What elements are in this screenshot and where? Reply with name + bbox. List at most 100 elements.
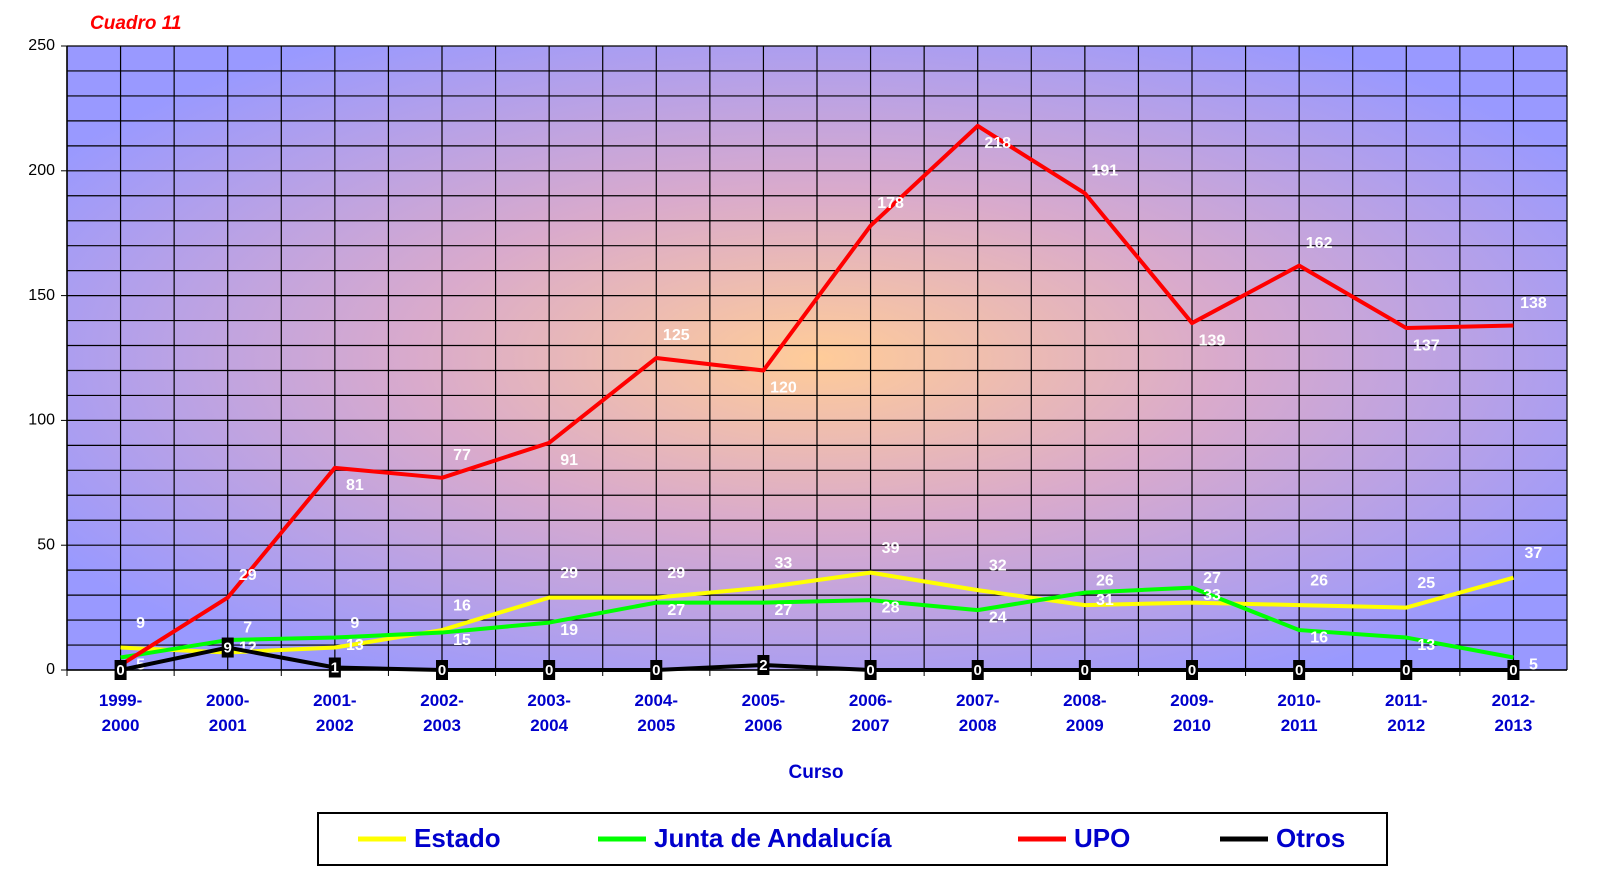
x-tick-label: 2010-2011 (1277, 691, 1321, 735)
series-line (120, 585, 1514, 660)
x-tick-label: 2012-2013 (1491, 691, 1536, 735)
value-label: 24 (989, 609, 1007, 626)
value-label: 27 (667, 602, 685, 619)
value-label-box (1186, 660, 1198, 680)
value-label: 5 (1529, 657, 1538, 674)
value-label: 31 (1096, 592, 1114, 609)
value-label-box (436, 660, 448, 680)
value-label: 29 (239, 567, 257, 584)
value-label: 32 (989, 557, 1007, 574)
value-label: 81 (346, 477, 364, 494)
value-label: 0 (116, 662, 124, 679)
value-label: 0 (438, 662, 446, 679)
value-label: 0 (1081, 662, 1089, 679)
value-label: 0 (1188, 662, 1196, 679)
value-label-box (1078, 660, 1091, 680)
value-label: 13 (346, 637, 364, 654)
value-label: 15 (453, 632, 471, 649)
value-label-box (543, 660, 556, 680)
value-label-box (1507, 660, 1520, 680)
x-tick-label: 2011-2012 (1385, 691, 1428, 735)
value-label: 9 (224, 640, 232, 657)
value-label: 0 (545, 662, 553, 679)
value-label-box (757, 655, 770, 676)
value-label: 1 (331, 659, 339, 676)
x-tick-label: 2009-2010 (1170, 691, 1214, 735)
legend-label: UPO (1074, 823, 1130, 853)
value-label: 29 (667, 565, 685, 582)
value-label: 27 (775, 602, 793, 619)
series-line (120, 645, 1514, 672)
value-label: 0 (866, 662, 874, 679)
x-tick-label: 2003-2004 (527, 691, 571, 735)
value-label: 137 (1413, 337, 1440, 354)
value-label: 37 (1525, 545, 1543, 562)
value-label: 33 (1203, 587, 1221, 604)
series-line (119, 123, 1514, 667)
value-label-box (1400, 660, 1413, 680)
value-label: 25 (1417, 575, 1435, 592)
x-tick-label: 2006-2007 (848, 691, 893, 735)
y-tick-label: 250 (28, 37, 55, 54)
value-label: 139 (1199, 332, 1226, 349)
value-label: 16 (453, 597, 471, 614)
x-tick-label: 2001-2002 (313, 691, 357, 735)
x-tick-label: 2000-2001 (205, 691, 250, 735)
y-tick-label: 0 (46, 661, 55, 678)
value-label: 39 (882, 540, 900, 557)
legend-label: Junta de Andalucía (654, 823, 892, 853)
x-tick-label: 2002-2003 (420, 691, 464, 735)
value-label: 0 (652, 662, 660, 679)
value-label: 0 (1295, 662, 1303, 679)
legend-box (317, 812, 1388, 866)
value-label: 2 (136, 674, 145, 691)
value-label: 27 (1203, 570, 1221, 587)
value-label: 125 (663, 327, 690, 344)
value-label: 7 (243, 620, 252, 637)
value-label: 28 (882, 599, 900, 616)
value-label: 191 (1092, 162, 1119, 179)
value-label: 26 (1096, 572, 1114, 589)
y-tick-label: 100 (28, 412, 55, 429)
y-tick-label: 150 (28, 287, 55, 304)
x-tick-label: 2008-2009 (1063, 691, 1107, 735)
x-tick-label: 2007-2008 (955, 691, 1000, 735)
x-tick-label: 2005-2006 (741, 691, 786, 735)
value-label: 77 (453, 447, 471, 464)
value-label-box (328, 657, 341, 678)
value-label: 2 (759, 657, 767, 674)
value-label: 178 (877, 195, 904, 212)
x-axis-label: Curso (789, 762, 844, 783)
value-label-box (114, 660, 127, 680)
value-label: 0 (974, 662, 982, 679)
value-label: 33 (775, 555, 793, 572)
value-label-box (971, 660, 984, 680)
value-label: 19 (560, 622, 578, 639)
x-tick-label: 2004-2005 (634, 691, 679, 735)
value-label-box (650, 660, 663, 680)
y-tick-label: 50 (37, 536, 55, 553)
value-label: 9 (136, 615, 145, 632)
value-label: 162 (1306, 235, 1333, 252)
value-label-box (1293, 660, 1306, 680)
value-label-box (221, 637, 234, 658)
legend-label: Estado (414, 823, 501, 853)
x-tick-label: 1999-2000 (98, 691, 143, 735)
value-label: 26 (1310, 572, 1328, 589)
chart-title: Cuadro 11 (90, 13, 182, 34)
value-label: 91 (560, 452, 578, 469)
legend-label: Otros (1276, 823, 1345, 853)
value-label: 16 (1310, 629, 1328, 646)
value-label: 218 (984, 135, 1011, 152)
value-label: 9 (350, 615, 359, 632)
series-line (120, 570, 1514, 655)
value-label: 120 (770, 380, 797, 397)
value-label: 0 (1509, 662, 1517, 679)
value-label: 29 (560, 565, 578, 582)
value-label: 13 (1417, 637, 1435, 654)
value-label-box (864, 660, 877, 680)
y-tick-label: 200 (28, 162, 55, 179)
value-label: 138 (1520, 295, 1547, 312)
